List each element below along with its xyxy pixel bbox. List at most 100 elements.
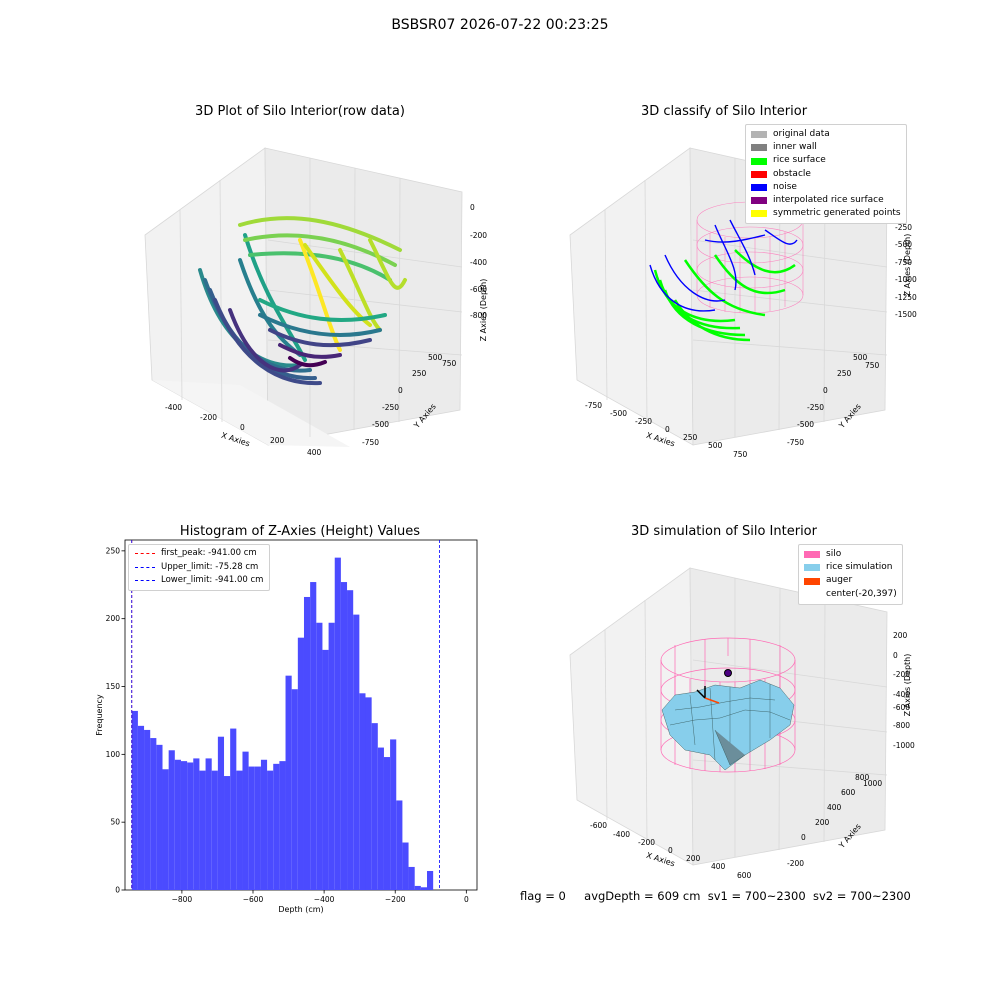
svg-text:0: 0: [665, 425, 670, 434]
histogram-bar: [297, 637, 304, 890]
svg-text:200: 200: [686, 854, 701, 863]
histogram-bar: [390, 739, 397, 890]
histogram-bar: [427, 871, 434, 890]
histogram-bar: [396, 800, 403, 890]
svg-text:-800: -800: [893, 721, 910, 730]
auger-axes: [696, 686, 720, 704]
histogram-chart: −800 −600 −400 −200 0 0 50 100 150 200 250 Depth …: [95, 539, 478, 914]
svg-text:-200: -200: [470, 231, 487, 240]
svg-text:-250: -250: [807, 403, 824, 412]
status-sv2: sv2 = 700~2300: [812, 889, 911, 903]
svg-text:-200: -200: [893, 670, 910, 679]
panel4-zlabel: Z Axies (Depth): [903, 654, 912, 717]
legend-inner-wall: inner wall: [751, 141, 901, 154]
histogram-bar: [365, 697, 372, 890]
svg-text:0: 0: [398, 386, 403, 395]
svg-text:600: 600: [737, 871, 752, 880]
histogram-bar: [408, 866, 415, 890]
histogram-bar: [420, 887, 428, 890]
histogram-bar: [310, 582, 317, 890]
histogram-bar: [156, 744, 163, 890]
panel2-legend: original data inner wall rice surface ob…: [745, 124, 907, 225]
histogram-bar: [236, 770, 243, 890]
histogram-ytick-label: 200: [106, 614, 121, 623]
panel1-y-ticks: -750 -500 -250 0 250 500 750: [362, 353, 457, 447]
svg-text:200: 200: [815, 818, 830, 827]
panel1-axes-box: [144, 147, 463, 447]
histogram-bar: [217, 736, 225, 890]
legend-obstacle: obstacle: [751, 168, 901, 181]
histogram-bar: [205, 758, 212, 890]
histogram-ytick-label: 100: [106, 750, 121, 759]
svg-text:600: 600: [841, 788, 856, 797]
histogram-bar: [187, 762, 194, 890]
histogram-bar: [279, 761, 286, 890]
histogram-bar: [347, 590, 354, 890]
histogram-bar: [285, 675, 292, 890]
histogram-bar: [248, 766, 255, 890]
status-line: flag = 0 avgDepth = 609 cm sv1 = 700~230…: [520, 889, 911, 903]
legend-upper-limit: Upper_limit: -75.28 cm: [135, 561, 263, 575]
svg-text:200: 200: [270, 436, 285, 445]
svg-text:750: 750: [865, 361, 880, 370]
legend-lower-limit: Lower_limit: -941.00 cm: [135, 574, 263, 588]
histogram-bar: [260, 759, 268, 890]
histogram-bar: [328, 622, 335, 890]
histogram-xtick-label: −200: [385, 895, 406, 904]
histogram-bar: [359, 693, 366, 890]
svg-text:400: 400: [827, 803, 842, 812]
panel1-z-ticks: 0 -200 -400 -600 -800: [470, 203, 487, 320]
histogram-xlabel: Depth (cm): [278, 905, 323, 914]
histogram-bar: [162, 769, 169, 890]
histogram-bar: [211, 770, 218, 890]
legend-interpolated-rice-surface: interpolated rice surface: [751, 194, 901, 207]
svg-text:0: 0: [823, 386, 828, 395]
histogram-xtick-label: −600: [243, 895, 264, 904]
svg-text:500: 500: [708, 441, 723, 450]
histogram-bar: [353, 614, 360, 890]
svg-text:800: 800: [855, 773, 870, 782]
histogram-bar: [150, 738, 157, 890]
svg-text:-500: -500: [372, 420, 389, 429]
histogram-bar: [168, 750, 175, 890]
status-avg-depth: avgDepth = 609 cm: [584, 889, 701, 903]
panel2-x-ticks: -750 -500 -250 0 250 500 750: [585, 401, 748, 459]
svg-text:0: 0: [240, 423, 245, 432]
panel4-x-ticks: -600 -400 -200 0 200 400 600: [590, 821, 752, 880]
svg-text:250: 250: [412, 369, 427, 378]
panel2-zlabel: Z Axies (Depth): [903, 234, 912, 297]
histogram-bar: [254, 766, 261, 890]
svg-text:-250: -250: [382, 403, 399, 412]
legend-rice-simulation: rice simulation: [804, 561, 897, 574]
svg-text:-1000: -1000: [895, 275, 917, 284]
svg-text:-750: -750: [787, 438, 804, 447]
panel1-x-ticks: -400 -200 0 200 400: [165, 403, 322, 457]
histogram-bar: [316, 622, 323, 890]
legend-silo: silo: [804, 548, 897, 561]
histogram-legend: first_peak: -941.00 cm Upper_limit: -75.…: [128, 544, 271, 591]
histogram-bar: [267, 770, 274, 890]
legend-first-peak: first_peak: -941.00 cm: [135, 547, 263, 561]
svg-text:0: 0: [801, 833, 806, 842]
svg-text:750: 750: [733, 450, 748, 459]
legend-original-data: original data: [751, 128, 901, 141]
histogram-bar: [230, 728, 237, 890]
svg-text:-600: -600: [470, 285, 487, 294]
panel1-zlabel: Z Axies (Depth): [479, 279, 488, 342]
histogram-bar: [144, 729, 151, 890]
svg-text:-400: -400: [470, 258, 487, 267]
panel1-title: 3D Plot of Silo Interior(row data): [195, 104, 405, 119]
svg-text:-400: -400: [165, 403, 182, 412]
svg-text:-800: -800: [470, 311, 487, 320]
panel2-title: 3D classify of Silo Interior: [640, 104, 808, 119]
svg-text:-1250: -1250: [895, 293, 917, 302]
svg-text:400: 400: [307, 448, 322, 457]
svg-text:500: 500: [853, 353, 868, 362]
svg-text:250: 250: [837, 369, 852, 378]
histogram-ylabel: Frequency: [95, 694, 104, 736]
histogram-bar: [224, 776, 231, 890]
histogram-bar: [199, 770, 206, 890]
histogram-bar: [303, 596, 311, 890]
histogram-xtick-label: −800: [172, 895, 193, 904]
histogram-bar: [371, 723, 378, 890]
